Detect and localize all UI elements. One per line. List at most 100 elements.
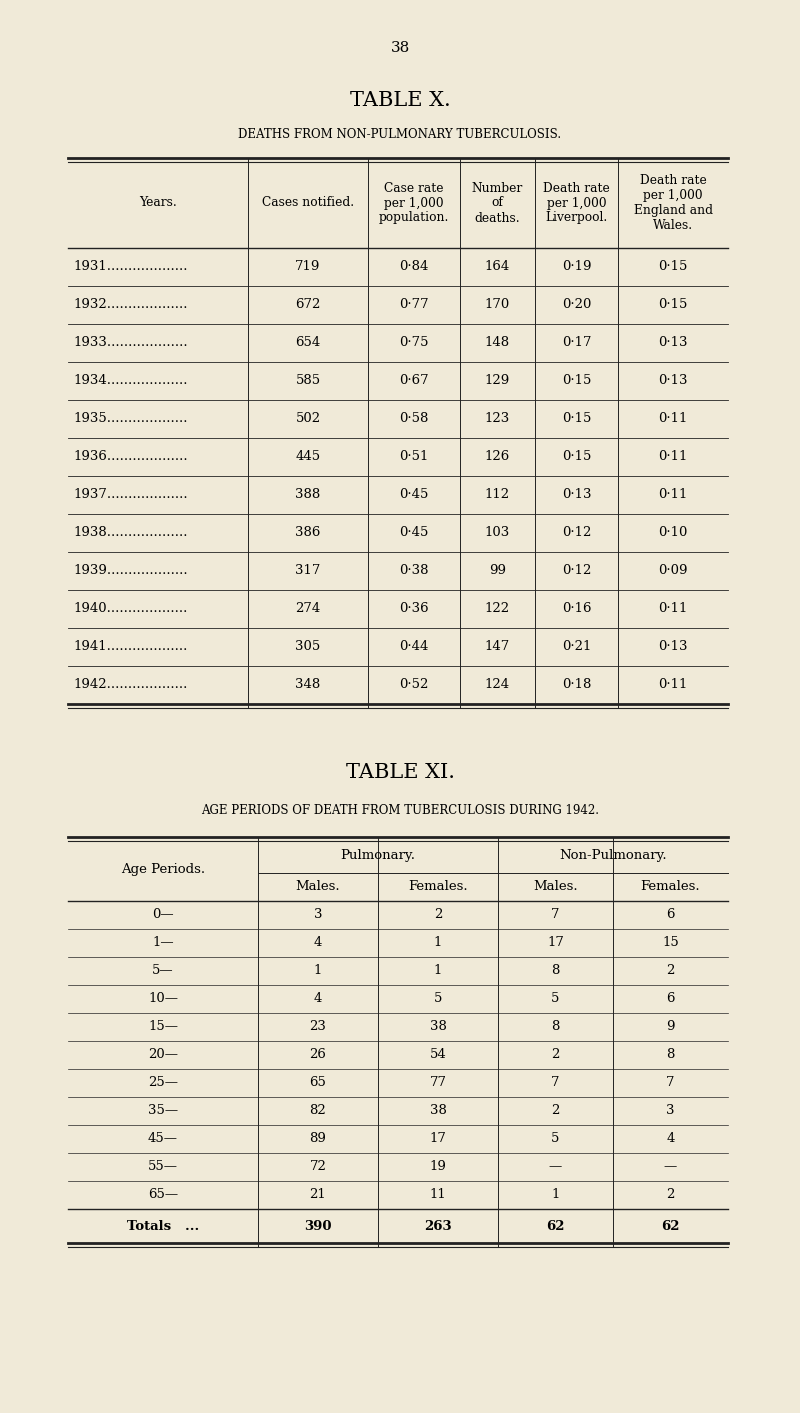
Text: 147: 147 <box>485 640 510 653</box>
Text: 0·09: 0·09 <box>658 565 688 578</box>
Text: 390: 390 <box>304 1219 332 1232</box>
Text: 21: 21 <box>310 1188 326 1201</box>
Text: 15—: 15— <box>148 1020 178 1033</box>
Text: 7: 7 <box>666 1077 674 1089</box>
Text: 25—: 25— <box>148 1077 178 1089</box>
Text: 0·20: 0·20 <box>562 298 591 311</box>
Text: 0·17: 0·17 <box>562 336 591 349</box>
Text: 72: 72 <box>310 1160 326 1174</box>
Text: 3: 3 <box>666 1105 674 1118</box>
Text: 103: 103 <box>485 527 510 540</box>
Text: Totals   ...: Totals ... <box>127 1219 199 1232</box>
Text: 8: 8 <box>666 1048 674 1061</box>
Text: 38: 38 <box>390 41 410 55</box>
Text: 5—: 5— <box>152 965 174 978</box>
Text: 5: 5 <box>551 992 560 1006</box>
Text: 305: 305 <box>295 640 321 653</box>
Text: 9: 9 <box>666 1020 674 1033</box>
Text: 0·21: 0·21 <box>562 640 591 653</box>
Text: 0·16: 0·16 <box>562 602 591 616</box>
Text: 23: 23 <box>310 1020 326 1033</box>
Text: 0·15: 0·15 <box>562 374 591 387</box>
Text: 0·15: 0·15 <box>562 451 591 463</box>
Text: 122: 122 <box>485 602 510 616</box>
Text: 164: 164 <box>485 260 510 274</box>
Text: 0·45: 0·45 <box>399 527 429 540</box>
Text: 38: 38 <box>430 1105 446 1118</box>
Text: Males.: Males. <box>296 880 340 893</box>
Text: 1938...................: 1938................... <box>73 527 187 540</box>
Text: 1933...................: 1933................... <box>73 336 188 349</box>
Text: 129: 129 <box>485 374 510 387</box>
Text: 2: 2 <box>551 1105 560 1118</box>
Text: 317: 317 <box>295 565 321 578</box>
Text: 26: 26 <box>310 1048 326 1061</box>
Text: 1935...................: 1935................... <box>73 413 187 425</box>
Text: 0·38: 0·38 <box>399 565 429 578</box>
Text: 5: 5 <box>551 1132 560 1146</box>
Text: 8: 8 <box>551 965 560 978</box>
Text: 17: 17 <box>547 937 564 950</box>
Text: 1932...................: 1932................... <box>73 298 187 311</box>
Text: 1936...................: 1936................... <box>73 451 188 463</box>
Text: 0·13: 0·13 <box>658 374 688 387</box>
Text: 0·15: 0·15 <box>658 260 688 274</box>
Text: Death rate
per 1,000
England and
Wales.: Death rate per 1,000 England and Wales. <box>634 174 713 232</box>
Text: 2: 2 <box>551 1048 560 1061</box>
Text: 1: 1 <box>434 965 442 978</box>
Text: 54: 54 <box>430 1048 446 1061</box>
Text: 0·51: 0·51 <box>399 451 429 463</box>
Text: 126: 126 <box>485 451 510 463</box>
Text: 11: 11 <box>430 1188 446 1201</box>
Text: 1940...................: 1940................... <box>73 602 187 616</box>
Text: 8: 8 <box>551 1020 560 1033</box>
Text: 502: 502 <box>295 413 321 425</box>
Text: 65—: 65— <box>148 1188 178 1201</box>
Text: DEATHS FROM NON-PULMONARY TUBERCULOSIS.: DEATHS FROM NON-PULMONARY TUBERCULOSIS. <box>238 129 562 141</box>
Text: 2: 2 <box>666 1188 674 1201</box>
Text: 4: 4 <box>314 992 322 1006</box>
Text: Age Periods.: Age Periods. <box>121 862 205 876</box>
Text: 0·75: 0·75 <box>399 336 429 349</box>
Text: 2: 2 <box>666 965 674 978</box>
Text: 17: 17 <box>430 1132 446 1146</box>
Text: 0·11: 0·11 <box>658 413 688 425</box>
Text: 112: 112 <box>485 489 510 502</box>
Text: 55—: 55— <box>148 1160 178 1174</box>
Text: 0—: 0— <box>152 909 174 921</box>
Text: Death rate
per 1,000
Liverpool.: Death rate per 1,000 Liverpool. <box>543 181 610 225</box>
Text: 0·11: 0·11 <box>658 602 688 616</box>
Text: 45—: 45— <box>148 1132 178 1146</box>
Text: 274: 274 <box>295 602 321 616</box>
Text: Number
of
deaths.: Number of deaths. <box>472 181 523 225</box>
Text: 65: 65 <box>310 1077 326 1089</box>
Text: 170: 170 <box>485 298 510 311</box>
Text: 38: 38 <box>430 1020 446 1033</box>
Text: Case rate
per 1,000
population.: Case rate per 1,000 population. <box>379 181 449 225</box>
Text: 10—: 10— <box>148 992 178 1006</box>
Text: 1—: 1— <box>152 937 174 950</box>
Text: 0·12: 0·12 <box>562 565 591 578</box>
Text: Females.: Females. <box>408 880 468 893</box>
Text: Non-Pulmonary.: Non-Pulmonary. <box>559 848 667 862</box>
Text: 0·44: 0·44 <box>399 640 429 653</box>
Text: 1939...................: 1939................... <box>73 565 188 578</box>
Text: —: — <box>664 1160 677 1174</box>
Text: 6: 6 <box>666 992 674 1006</box>
Text: 89: 89 <box>310 1132 326 1146</box>
Text: 585: 585 <box>295 374 321 387</box>
Text: 0·15: 0·15 <box>658 298 688 311</box>
Text: 0·12: 0·12 <box>562 527 591 540</box>
Text: Cases notified.: Cases notified. <box>262 196 354 209</box>
Text: 35—: 35— <box>148 1105 178 1118</box>
Text: 0·11: 0·11 <box>658 451 688 463</box>
Text: 1931...................: 1931................... <box>73 260 187 274</box>
Text: 19: 19 <box>430 1160 446 1174</box>
Text: 445: 445 <box>295 451 321 463</box>
Text: 0·52: 0·52 <box>399 678 429 691</box>
Text: 348: 348 <box>295 678 321 691</box>
Text: 5: 5 <box>434 992 442 1006</box>
Text: 82: 82 <box>310 1105 326 1118</box>
Text: 15: 15 <box>662 937 679 950</box>
Text: 7: 7 <box>551 909 560 921</box>
